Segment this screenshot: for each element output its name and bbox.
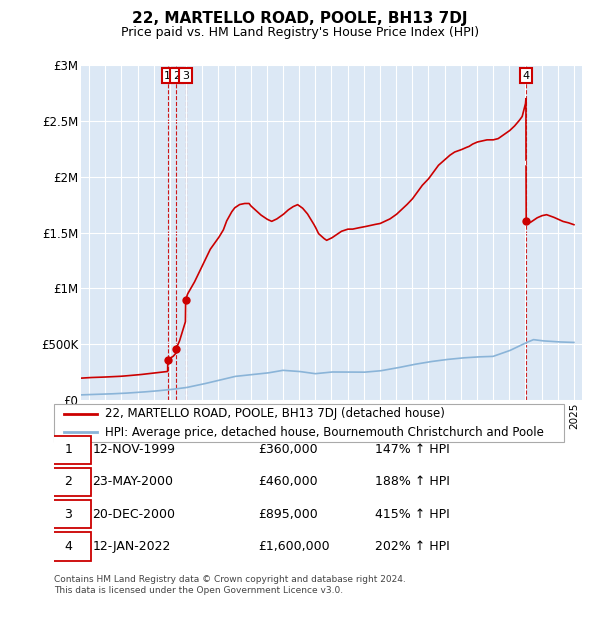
Text: HPI: Average price, detached house, Bournemouth Christchurch and Poole: HPI: Average price, detached house, Bour…	[105, 426, 544, 439]
Text: This data is licensed under the Open Government Licence v3.0.: This data is licensed under the Open Gov…	[54, 586, 343, 595]
Text: 3: 3	[182, 71, 189, 81]
Text: 147% ↑ HPI: 147% ↑ HPI	[376, 443, 450, 456]
Text: 4: 4	[523, 71, 530, 81]
Text: £460,000: £460,000	[258, 476, 317, 489]
Text: 20-DEC-2000: 20-DEC-2000	[92, 508, 175, 521]
Text: 22, MARTELLO ROAD, POOLE, BH13 7DJ (detached house): 22, MARTELLO ROAD, POOLE, BH13 7DJ (deta…	[105, 407, 445, 420]
Text: 1: 1	[164, 71, 171, 81]
Text: 202% ↑ HPI: 202% ↑ HPI	[376, 540, 450, 553]
Text: £360,000: £360,000	[258, 443, 317, 456]
FancyBboxPatch shape	[46, 500, 91, 528]
FancyBboxPatch shape	[46, 533, 91, 560]
FancyBboxPatch shape	[46, 468, 91, 496]
Text: 23-MAY-2000: 23-MAY-2000	[92, 476, 173, 489]
Text: 415% ↑ HPI: 415% ↑ HPI	[376, 508, 450, 521]
Text: 2: 2	[64, 476, 72, 489]
Text: 188% ↑ HPI: 188% ↑ HPI	[376, 476, 450, 489]
Text: 2: 2	[173, 71, 180, 81]
Text: 1: 1	[64, 443, 72, 456]
Text: 22, MARTELLO ROAD, POOLE, BH13 7DJ: 22, MARTELLO ROAD, POOLE, BH13 7DJ	[132, 11, 468, 26]
Text: 4: 4	[64, 540, 72, 553]
Text: Contains HM Land Registry data © Crown copyright and database right 2024.: Contains HM Land Registry data © Crown c…	[54, 575, 406, 584]
Text: Price paid vs. HM Land Registry's House Price Index (HPI): Price paid vs. HM Land Registry's House …	[121, 26, 479, 39]
Text: £895,000: £895,000	[258, 508, 318, 521]
Text: 3: 3	[64, 508, 72, 521]
Text: £1,600,000: £1,600,000	[258, 540, 329, 553]
FancyBboxPatch shape	[54, 404, 564, 442]
FancyBboxPatch shape	[46, 436, 91, 464]
Text: 12-JAN-2022: 12-JAN-2022	[92, 540, 170, 553]
Text: 12-NOV-1999: 12-NOV-1999	[92, 443, 175, 456]
